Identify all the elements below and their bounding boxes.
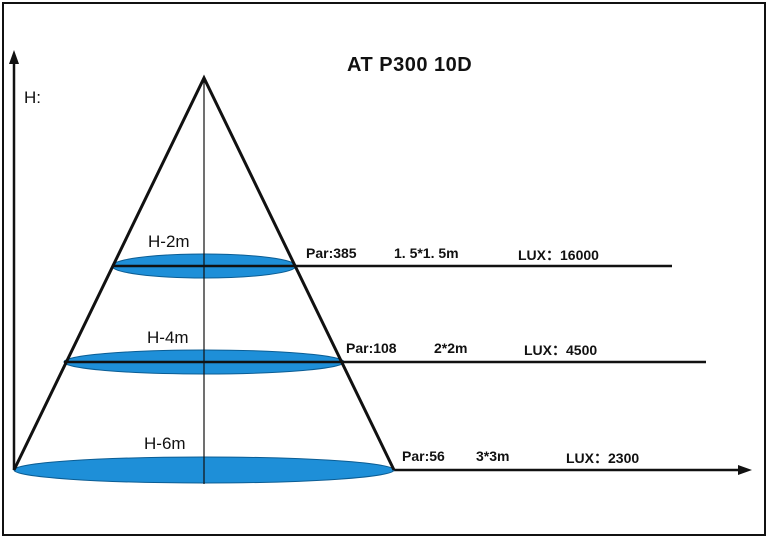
chart-title: AT P300 10D — [347, 54, 473, 76]
lux-value-h6: LUX：2300 — [566, 450, 640, 466]
spot-size-h6: 3*3m — [476, 448, 510, 464]
lux-value-h4: LUX：4500 — [524, 342, 598, 358]
par-value-h2: Par:385 — [306, 245, 357, 261]
spot-size-h2: 1. 5*1. 5m — [394, 245, 459, 261]
par-value-h4: Par:108 — [346, 340, 397, 356]
y-axis-arrow-icon — [9, 50, 19, 64]
spot-size-h4: 2*2m — [434, 340, 468, 356]
lux-value-h2: LUX：16000 — [518, 247, 599, 263]
height-label-h6: H-6m — [144, 434, 186, 453]
y-axis-label: H: — [24, 88, 41, 107]
par-value-h6: Par:56 — [402, 448, 445, 464]
x-axis-arrow-icon — [738, 465, 752, 475]
height-label-h4: H-4m — [147, 328, 189, 347]
height-label-h2: H-2m — [148, 232, 190, 251]
